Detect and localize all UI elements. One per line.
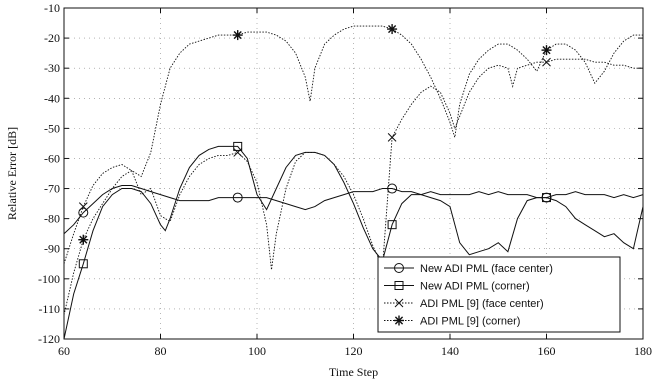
series-marker: [387, 24, 398, 35]
series-4: [63, 24, 643, 316]
y-axis-label: Relative Error [dB]: [5, 127, 19, 220]
series-marker: [387, 183, 398, 194]
series-marker: [233, 141, 243, 151]
series-marker: [541, 45, 552, 56]
marker-square: [387, 220, 397, 230]
marker-square: [233, 141, 243, 151]
marker-x-stroke: [394, 298, 404, 308]
x-tick-label: 60: [58, 344, 70, 358]
legend-entry-label: New ADI PML (face center): [420, 263, 553, 275]
legend-entry-label: ADI PML [9] (face center): [420, 298, 544, 310]
x-tick-label: 180: [634, 344, 652, 358]
series-line: [63, 145, 644, 340]
x-tick-label: 120: [345, 344, 363, 358]
series-2: [63, 141, 644, 340]
series-marker: [387, 220, 397, 230]
series-line: [63, 25, 643, 316]
y-tick-label: -60: [44, 151, 60, 165]
legend: New ADI PML (face center) New ADI PML (co…: [377, 256, 621, 333]
x-tick-label: 160: [538, 344, 556, 358]
y-tick-label: -20: [44, 31, 60, 45]
legend-marker: [394, 298, 404, 308]
marker-circle: [78, 207, 89, 218]
marker-x-stroke: [387, 133, 397, 142]
marker-circle: [387, 183, 398, 194]
marker-square: [394, 281, 404, 290]
legend-box: [377, 256, 621, 333]
y-tick-label: -120: [38, 332, 60, 346]
marker-circle: [394, 263, 404, 273]
series-marker: [387, 133, 397, 142]
series-marker: [232, 30, 243, 41]
x-tick-label: 100: [248, 344, 266, 358]
series-marker: [78, 202, 88, 211]
marker-x-stroke: [78, 202, 88, 211]
y-tick-label: -50: [44, 121, 60, 135]
series-3: [63, 57, 643, 270]
x-tick-label: 80: [155, 344, 167, 358]
x-tick-label: 140: [441, 344, 459, 358]
marker-square: [78, 259, 88, 269]
series-layer: [63, 24, 644, 340]
series-line: [63, 185, 644, 235]
series-marker: [78, 207, 89, 218]
series-marker: [542, 193, 551, 203]
marker-asterisk-stroke: [394, 316, 404, 325]
legend-marker: [394, 281, 404, 290]
marker-asterisk-stroke: [388, 24, 397, 34]
y-tick-label: -100: [38, 272, 60, 286]
x-axis-label: Time Step: [329, 365, 378, 379]
marker-asterisk-stroke: [542, 46, 551, 55]
legend-entry-label: New ADI PML (corner): [420, 281, 530, 293]
series-marker: [78, 259, 88, 269]
y-tick-label: -40: [44, 91, 60, 105]
legend-marker: [394, 263, 404, 273]
marker-x-stroke: [233, 148, 243, 157]
y-tick-label: -80: [44, 212, 60, 226]
legend-entry-label: ADI PML [9] (corner): [420, 316, 520, 328]
marker-square: [542, 193, 551, 203]
marker-asterisk-stroke: [79, 235, 88, 244]
marker-asterisk-stroke: [233, 30, 242, 40]
y-tick-label: -110: [38, 302, 60, 316]
series-line: [63, 58, 643, 270]
series-marker: [232, 192, 243, 203]
series-marker: [233, 148, 243, 157]
marker-x-stroke: [542, 57, 551, 67]
marker-circle: [232, 192, 243, 203]
axes: 60 80 100 120 140 160 180 -10 -20 -30 -40 -50 -60 -70…: [38, 1, 652, 358]
legend-marker: [394, 315, 404, 326]
y-tick-label: -90: [44, 242, 60, 256]
series-marker: [78, 234, 89, 245]
y-tick-label: -70: [44, 182, 60, 196]
y-tick-label: -30: [44, 61, 60, 75]
y-tick-label: -10: [44, 1, 60, 15]
series-marker: [542, 57, 551, 67]
